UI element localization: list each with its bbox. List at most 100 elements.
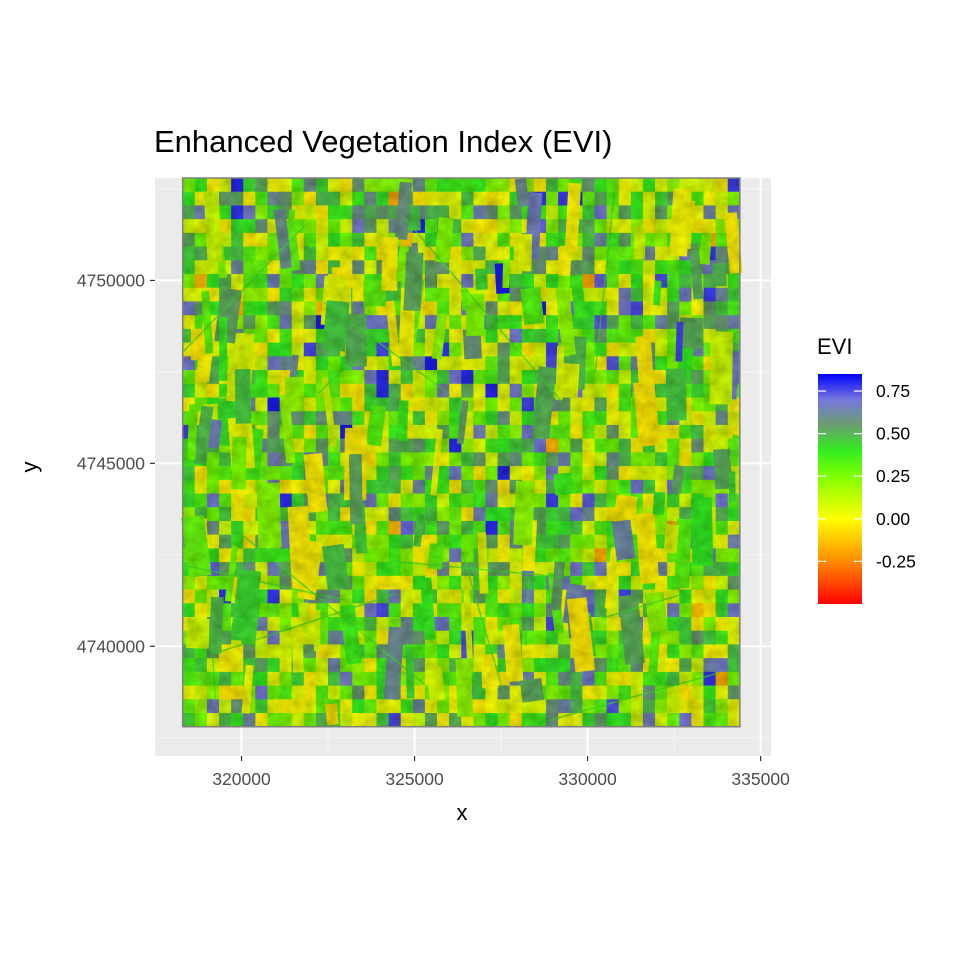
- raster-cell: [679, 452, 693, 467]
- raster-field: [670, 464, 685, 494]
- raster-cell: [449, 260, 462, 275]
- raster-cell: [255, 205, 269, 220]
- raster-cell: [655, 383, 668, 399]
- raster-cell: [594, 616, 608, 632]
- raster-cell: [182, 260, 196, 275]
- raster-cell: [328, 232, 341, 248]
- raster-cell: [485, 232, 499, 248]
- raster-cell: [485, 274, 499, 289]
- raster-cell: [449, 397, 462, 412]
- raster-cell: [473, 713, 487, 728]
- raster-cell: [473, 232, 487, 248]
- raster-cell: [533, 616, 547, 632]
- raster-cell: [546, 328, 559, 344]
- raster-cell: [727, 287, 741, 303]
- raster-cell: [691, 575, 705, 591]
- raster-cell: [691, 658, 705, 673]
- raster-cell: [582, 397, 596, 412]
- raster-cell: [412, 356, 426, 371]
- raster-field: [203, 190, 223, 263]
- raster-cell: [376, 178, 390, 193]
- raster-cell: [449, 370, 462, 385]
- raster-cell: [364, 520, 378, 536]
- raster-cell: [279, 644, 293, 659]
- raster-cell: [594, 479, 608, 495]
- raster-cell: [679, 603, 693, 618]
- raster-cell: [388, 452, 402, 467]
- raster-road: [182, 564, 347, 602]
- raster-cell: [388, 562, 402, 577]
- raster-cell: [703, 287, 717, 303]
- raster-cell: [570, 507, 583, 522]
- raster-cell: [594, 370, 608, 385]
- raster-cell: [546, 534, 559, 549]
- raster-cell: [533, 178, 547, 193]
- raster-cell: [667, 671, 680, 687]
- raster-cell: [667, 493, 680, 508]
- raster-cell: [400, 589, 414, 604]
- x-tick-label: 335000: [731, 769, 790, 789]
- raster-cell: [533, 562, 547, 577]
- raster-cell: [255, 315, 269, 330]
- raster-cell: [618, 356, 632, 371]
- raster-cell: [194, 493, 208, 508]
- raster-cell: [509, 274, 523, 289]
- raster-cell: [243, 205, 256, 220]
- raster-cell: [715, 493, 729, 508]
- raster-cell: [485, 219, 499, 234]
- raster-cell: [437, 205, 450, 220]
- raster-cell: [194, 178, 208, 193]
- raster-field: [303, 453, 328, 513]
- raster-cell: [691, 178, 705, 193]
- raster-cell: [497, 424, 511, 440]
- x-tick-label: 320000: [212, 769, 271, 789]
- raster-cell: [630, 671, 644, 687]
- raster-cell: [352, 287, 365, 303]
- raster-cell: [291, 699, 305, 714]
- raster-cell: [606, 370, 620, 385]
- raster-cell: [449, 315, 462, 330]
- raster-cell: [206, 383, 220, 399]
- raster-cell: [703, 575, 717, 591]
- raster-cell: [606, 260, 620, 275]
- raster-field: [558, 245, 573, 277]
- raster-field: [520, 286, 545, 326]
- raster-field: [729, 434, 741, 460]
- raster-cell: [182, 589, 196, 604]
- raster-cell: [509, 452, 523, 467]
- raster-cell: [461, 260, 474, 275]
- raster-cell: [642, 178, 656, 193]
- raster-cell: [582, 562, 596, 577]
- raster-cell: [594, 671, 608, 687]
- x-axis-label: x: [456, 800, 468, 825]
- raster-cell: [231, 191, 244, 207]
- raster-field: [635, 512, 660, 585]
- raster-cell: [715, 301, 729, 316]
- raster-field: [381, 237, 398, 291]
- raster-cell: [219, 178, 232, 193]
- raster-cell: [388, 411, 402, 426]
- raster-cell: [340, 219, 353, 234]
- raster-cell: [642, 260, 656, 275]
- raster-field: [397, 400, 409, 442]
- raster-cell: [182, 274, 196, 289]
- raster-cell: [691, 438, 705, 453]
- raster-cell: [424, 424, 438, 440]
- raster-cell: [703, 589, 717, 604]
- raster-cell: [303, 246, 317, 261]
- raster-cell: [449, 191, 462, 207]
- raster-cell: [691, 603, 705, 618]
- raster-cell: [388, 479, 402, 495]
- raster-cell: [437, 397, 450, 412]
- raster-cell: [364, 452, 378, 467]
- raster-cell: [606, 342, 620, 357]
- raster-cell: [267, 246, 281, 261]
- raster-cell: [594, 713, 608, 728]
- raster-cell: [703, 452, 717, 467]
- raster-cell: [364, 178, 378, 193]
- raster-cell: [533, 466, 547, 481]
- raster-cell: [485, 178, 499, 193]
- raster-cell: [582, 520, 596, 536]
- raster-cell: [594, 493, 608, 508]
- raster-cell: [291, 274, 305, 289]
